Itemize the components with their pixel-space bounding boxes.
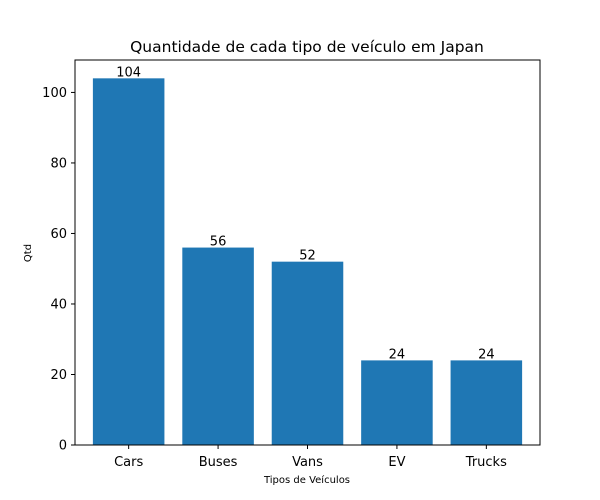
y-tick-label-60: 60 [50,227,67,242]
y-tick-label-80: 80 [50,156,67,171]
x-tick-label-trucks: Trucks [465,455,507,470]
data-label-buses: 56 [210,235,227,250]
y-tick-label-100: 100 [42,86,67,101]
chart-title: Quantidade de cada tipo de veículo em Ja… [130,38,484,56]
y-tick-label-20: 20 [50,368,67,383]
x-tick-label-buses: Buses [199,455,238,470]
plot-area-frame [74,59,541,446]
x-tick-label-cars: Cars [114,455,143,470]
y-tick-label-40: 40 [50,297,67,312]
x-tick-label-ev: EV [388,455,405,470]
data-label-cars: 104 [116,65,141,80]
x-axis-label: Tipos de Veículos [263,474,350,486]
bar-trucks [450,360,523,445]
bar-vans [271,261,344,445]
bar-ev [361,360,433,445]
data-label-vans: 52 [299,249,316,264]
y-axis-label: Qtd [23,244,34,262]
bar-cars [92,78,165,445]
x-axis: Cars Buses Vans EV Trucks [114,445,507,470]
data-labels-group: 104 56 52 24 24 [116,65,494,362]
x-tick-label-vans: Vans [292,455,323,470]
data-label-ev: 24 [389,347,406,362]
y-axis: 0 20 40 60 80 100 [42,86,75,454]
bars-group [92,78,523,445]
y-tick-label-0: 0 [59,439,67,454]
data-label-trucks: 24 [478,347,495,362]
bar-buses [182,247,254,445]
